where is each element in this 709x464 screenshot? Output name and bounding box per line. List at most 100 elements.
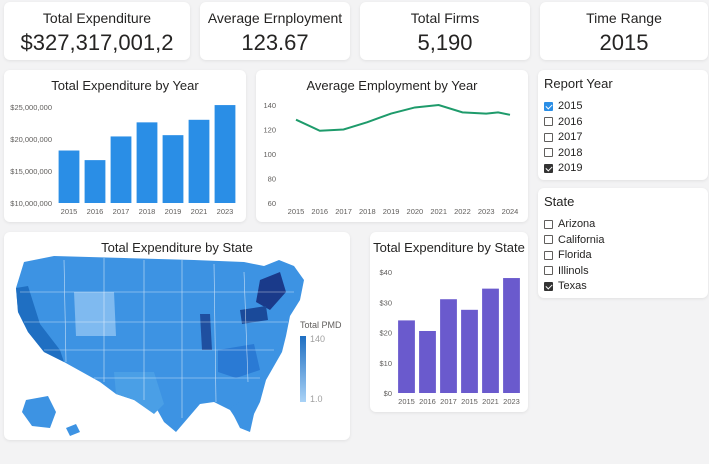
x-tick-label: 2021: [482, 397, 499, 406]
slicer-year-2015[interactable]: 2015: [544, 100, 582, 112]
y-tick-label: $10: [379, 359, 392, 368]
slicer-item-label: 2015: [558, 100, 583, 112]
map-legend-title: Total PMD: [300, 320, 342, 330]
checkbox[interactable]: [544, 163, 553, 173]
slicer-year-2019[interactable]: 2019: [544, 162, 582, 174]
chart-title: Total Expenditure by State: [373, 240, 525, 255]
slicer-item-label: California: [558, 233, 605, 246]
x-tick-label: 2019: [165, 207, 182, 216]
x-tick-label: 2023: [217, 207, 234, 216]
slicer-item-label: Illinols: [558, 264, 589, 277]
bar: [503, 278, 520, 393]
line-chart-employment-year: 60 80 100 120 140 2015 2016 2017 2018 2019 2020 202…: [263, 101, 518, 216]
checkbox[interactable]: [544, 219, 553, 229]
kpi-card-time-range: Time Range 2015: [540, 2, 708, 60]
slicer-state-florida[interactable]: Florida: [544, 249, 592, 261]
chart-title: Average Employment by Year: [306, 78, 478, 93]
kpi-value: 5,190: [417, 30, 473, 55]
bar: [188, 119, 210, 203]
state-hawaii: [66, 424, 80, 436]
y-tick-label: $25,000,000: [10, 103, 52, 112]
slicer-state-texas[interactable]: Texas: [544, 280, 587, 292]
bar: [398, 320, 415, 393]
bar-chart-expenditure-state: $0 $10 $20 $30 $40 2015 2016 2017 2015 2021 2023: [379, 268, 520, 406]
y-tick-label: $30: [379, 298, 392, 307]
checkbox[interactable]: [544, 101, 553, 111]
x-tick-label: 2023: [478, 207, 495, 216]
line-series: [295, 103, 511, 132]
slicer-year-2016[interactable]: 2016: [544, 116, 582, 128]
slicer-item-label: 2016: [558, 115, 583, 128]
x-tick-label: 2022: [454, 207, 471, 216]
y-tick-label: $20,000,000: [10, 135, 52, 144]
kpi-card-total-firms: Total Firms 5,190: [360, 2, 530, 60]
x-tick-label: 2015: [398, 397, 415, 406]
kpi-label: Total Expenditure: [42, 10, 152, 26]
chart-expenditure-by-year[interactable]: Total Expenditure by Year $10,000,000 $15…: [4, 70, 246, 222]
bar: [58, 150, 80, 203]
state-pennsylvania: [240, 306, 268, 324]
bar: [162, 135, 184, 203]
bar: [461, 309, 478, 393]
slicer-state-arizona[interactable]: Arizona: [544, 218, 595, 230]
chart-employment-by-year[interactable]: Average Employment by Year 60 80 100 120 140…: [256, 70, 528, 222]
slicer-state: State Arizona California Florida Illinols Te…: [538, 188, 708, 298]
slicer-title: State: [544, 194, 575, 209]
checkbox[interactable]: [544, 148, 553, 157]
x-tick-label: 2017: [113, 207, 130, 216]
x-tick-label: 2015: [61, 207, 78, 216]
chart-expenditure-by-state-map[interactable]: Total Expenditure by State Total PMD: [4, 232, 350, 440]
x-tick-label: 2015: [288, 207, 305, 216]
x-tick-label: 2016: [87, 207, 104, 216]
slicer-state-illinols[interactable]: Illinols: [544, 265, 589, 277]
slicer-state-california[interactable]: California: [544, 234, 604, 246]
x-tick-label: 2017: [440, 397, 457, 406]
kpi-label: Time Range: [586, 10, 662, 26]
kpi-value: 123.67: [241, 30, 309, 55]
slicer-report-year: Report Year 2015 2016 2017 2018 2019: [538, 70, 708, 180]
slicer-item-label: 2017: [558, 131, 583, 143]
bar: [136, 122, 158, 203]
x-tick-label: 2016: [311, 207, 328, 216]
checkbox[interactable]: [544, 250, 553, 260]
chart-expenditure-by-state-bar[interactable]: Total Expenditure by State $0 $10 $20 $30 $4…: [370, 232, 528, 412]
state-southeast: [218, 344, 260, 378]
y-tick-label: 140: [263, 101, 276, 110]
x-tick-label: 2020: [407, 207, 424, 216]
x-tick-label: 2021: [191, 207, 208, 216]
slicer-item-label: 2018: [558, 146, 583, 159]
checkbox[interactable]: [544, 235, 553, 244]
slicer-item-label: 2019: [558, 162, 583, 174]
slicer-item-label: Arizona: [558, 218, 596, 230]
checkbox[interactable]: [544, 266, 553, 275]
x-tick-label: 2015: [461, 397, 478, 406]
bar: [214, 105, 236, 203]
bar: [110, 136, 132, 203]
slicer-item-label: Florida: [558, 249, 592, 261]
y-tick-label: $40: [379, 268, 392, 277]
y-tick-label: 100: [263, 150, 276, 159]
x-tick-label: 2017: [335, 207, 352, 216]
map-legend-gradient: [300, 336, 306, 402]
y-tick-label: 80: [268, 175, 276, 184]
state-alaska: [22, 396, 56, 428]
map-legend-min: 1.0: [310, 394, 323, 404]
x-tick-label: 2021: [430, 207, 447, 216]
bar: [440, 299, 457, 393]
checkbox[interactable]: [544, 132, 553, 142]
bar: [84, 160, 106, 203]
slicer-year-2018[interactable]: 2018: [544, 147, 582, 159]
checkbox[interactable]: [544, 117, 553, 126]
checkbox[interactable]: [544, 281, 553, 291]
y-tick-label: $0: [384, 389, 392, 398]
state-texas: [114, 372, 164, 414]
us-choropleth-map[interactable]: Total PMD 140 1.0: [4, 232, 350, 440]
slicer-item-label: Texas: [558, 280, 587, 292]
state-florida: [230, 402, 254, 432]
y-tick-label: 120: [263, 126, 276, 135]
map-legend-max: 140: [310, 334, 325, 344]
slicer-year-2017[interactable]: 2017: [544, 131, 582, 143]
kpi-value: 2015: [599, 30, 649, 55]
kpi-card-average-employment: Average Ernployment 123.67: [200, 2, 350, 60]
kpi-card-total-expenditure: Total Expenditure $327,317,001,2: [4, 2, 190, 60]
